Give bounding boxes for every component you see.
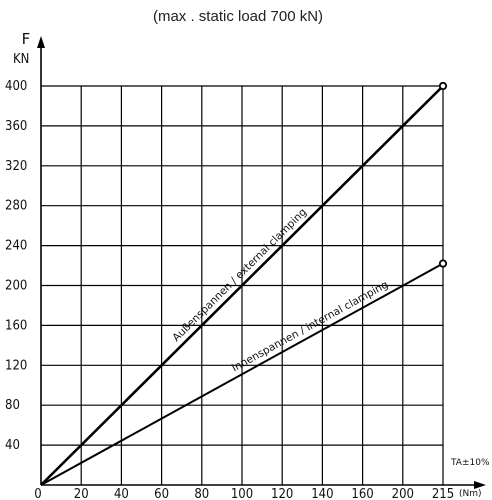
y-tick-label: 360 [5,119,27,134]
series-label: Innenspannen / internal clamping [230,279,390,375]
tick-labels: 40 80 120 160 200 240 280 320 360 400 0 20 40 60 80 100… [5,79,454,500]
grid [41,85,444,485]
series-line [40,262,444,486]
x-tick-label: 120 [271,487,293,500]
axis-labels: F KN TA±10% (Nm) [13,30,490,499]
y-tick-label: 320 [5,159,27,174]
series-endpoint [438,259,448,268]
axes [37,36,486,489]
y-tick-label: 40 [5,438,20,453]
x-tick-label: 100 [231,487,253,500]
y-tick-label: 120 [5,358,27,373]
series-label: Außenspannen / external clamping [170,206,309,344]
x-axis-unit: (Nm) [459,489,482,499]
x-tick-label: 200 [392,487,414,500]
y-tick-label: 160 [5,318,27,333]
y-axis-unit: KN [13,52,29,67]
series-line [40,85,444,486]
y-axis-label: F [22,30,31,48]
x-tick-label: 0 [34,487,41,500]
x-tick-label: 80 [194,487,209,500]
y-tick-label: 280 [5,199,27,214]
y-tick-label: 240 [5,239,27,254]
x-axis-label: TA±10% [450,458,490,468]
series-endpoint [438,81,448,91]
x-tick-label: 140 [311,487,333,500]
y-tick-label: 200 [5,279,27,294]
chart-note: (max . static load 700 kN) [153,8,323,25]
x-tick-label: 60 [154,487,169,500]
y-tick-label: 80 [5,398,20,413]
x-tick-label: 160 [351,487,373,500]
x-axis-arrow [474,481,486,489]
x-tick-label: 215 [432,487,454,500]
y-axis-arrow [37,36,45,48]
x-tick-label: 20 [74,487,89,500]
series-lines: Außenspannen / external clampingInnenspa… [40,81,448,486]
y-tick-label: 400 [5,79,27,94]
x-tick-label: 40 [114,487,129,500]
